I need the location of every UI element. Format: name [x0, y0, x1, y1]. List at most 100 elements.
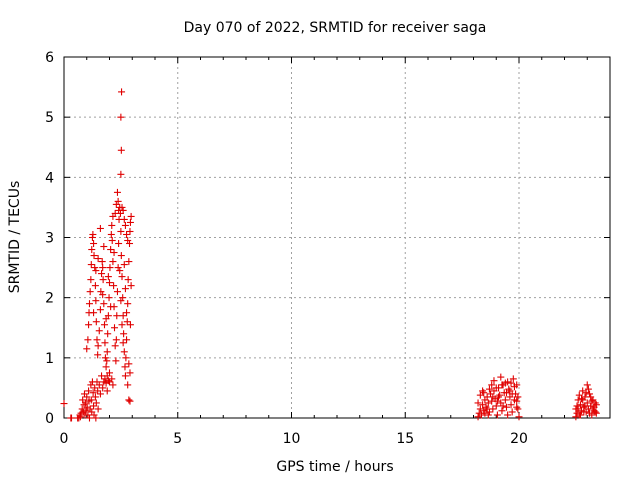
data-point: [85, 414, 93, 422]
data-point: [582, 389, 590, 397]
x-tick-label: 5: [173, 431, 182, 447]
data-point: [484, 411, 492, 419]
data-point: [117, 227, 125, 235]
data-point: [106, 264, 114, 272]
data-point: [589, 405, 597, 413]
data-point: [120, 215, 128, 223]
data-point: [113, 188, 121, 196]
y-tick-label: 1: [45, 351, 54, 367]
data-point: [119, 339, 127, 347]
data-point: [88, 246, 96, 254]
data-point: [509, 375, 517, 383]
data-point: [94, 351, 102, 359]
data-point: [75, 414, 83, 422]
data-point: [93, 336, 101, 344]
x-tick-label: 0: [60, 431, 69, 447]
x-axis-label: GPS time / hours: [276, 459, 393, 475]
data-point: [488, 381, 496, 389]
data-point: [98, 258, 106, 266]
data-point: [111, 324, 119, 332]
data-point: [85, 387, 93, 395]
data-point: [94, 255, 102, 263]
data-point: [103, 348, 111, 356]
data-point: [124, 381, 132, 389]
data-point: [79, 396, 87, 404]
data-point: [87, 396, 95, 404]
data-point: [96, 224, 104, 232]
data-point: [119, 312, 127, 320]
data-point: [502, 389, 510, 397]
data-point: [123, 336, 131, 344]
data-point: [515, 413, 523, 421]
data-point: [119, 294, 127, 302]
data-point: [95, 381, 103, 389]
data-point: [78, 405, 86, 413]
data-point: [92, 267, 100, 275]
data-point: [117, 170, 125, 178]
data-point: [592, 409, 600, 417]
chart-title: Day 070 of 2022, SRMTID for receiver sag…: [184, 20, 487, 36]
data-point: [123, 309, 131, 317]
data-point: [90, 309, 98, 317]
data-point: [106, 369, 113, 377]
data-point: [92, 414, 100, 422]
data-point: [91, 384, 99, 392]
data-point: [97, 288, 105, 296]
data-point: [110, 282, 118, 290]
y-tick-label: 6: [45, 50, 54, 66]
y-tick-label: 3: [45, 231, 54, 247]
data-point: [573, 402, 581, 410]
data-point: [483, 405, 491, 413]
data-point: [103, 357, 111, 365]
data-point: [583, 381, 591, 389]
data-point: [107, 230, 115, 238]
data-point: [578, 395, 586, 403]
data-point: [588, 397, 596, 405]
x-tick-label: 10: [283, 431, 301, 447]
data-point: [125, 258, 133, 266]
data-point: [108, 221, 116, 229]
data-point: [125, 396, 133, 404]
data-point: [126, 321, 134, 329]
data-point: [492, 384, 500, 392]
data-point: [68, 414, 76, 422]
data-point: [76, 413, 84, 421]
data-point: [89, 389, 97, 397]
data-point: [572, 413, 580, 421]
data-point: [513, 403, 521, 411]
data-points: [60, 88, 600, 422]
data-point: [121, 285, 129, 293]
y-tick-label: 2: [45, 291, 54, 307]
data-point: [110, 249, 118, 257]
data-point: [103, 387, 111, 395]
data-point: [87, 261, 95, 269]
data-point: [499, 402, 507, 410]
data-point: [99, 384, 107, 392]
data-point: [115, 240, 123, 248]
data-point: [126, 397, 134, 405]
data-point: [83, 393, 91, 401]
data-point: [123, 318, 131, 326]
data-point: [105, 294, 113, 302]
data-point: [120, 348, 128, 356]
data-point: [106, 279, 113, 287]
y-tick-label: 0: [45, 411, 54, 427]
data-point: [116, 267, 124, 275]
data-point: [474, 399, 482, 407]
data-point: [117, 297, 125, 305]
data-point: [118, 88, 126, 96]
data-point: [82, 407, 90, 415]
data-point: [498, 407, 506, 415]
data-point: [96, 306, 104, 314]
data-point: [104, 273, 112, 281]
data-point: [514, 393, 522, 401]
data-point: [126, 227, 134, 235]
data-point: [98, 270, 106, 278]
data-point: [118, 321, 126, 329]
data-point: [118, 273, 126, 281]
data-point: [584, 385, 592, 393]
data-point: [94, 342, 102, 350]
data-point: [87, 381, 95, 389]
data-point: [126, 240, 134, 248]
